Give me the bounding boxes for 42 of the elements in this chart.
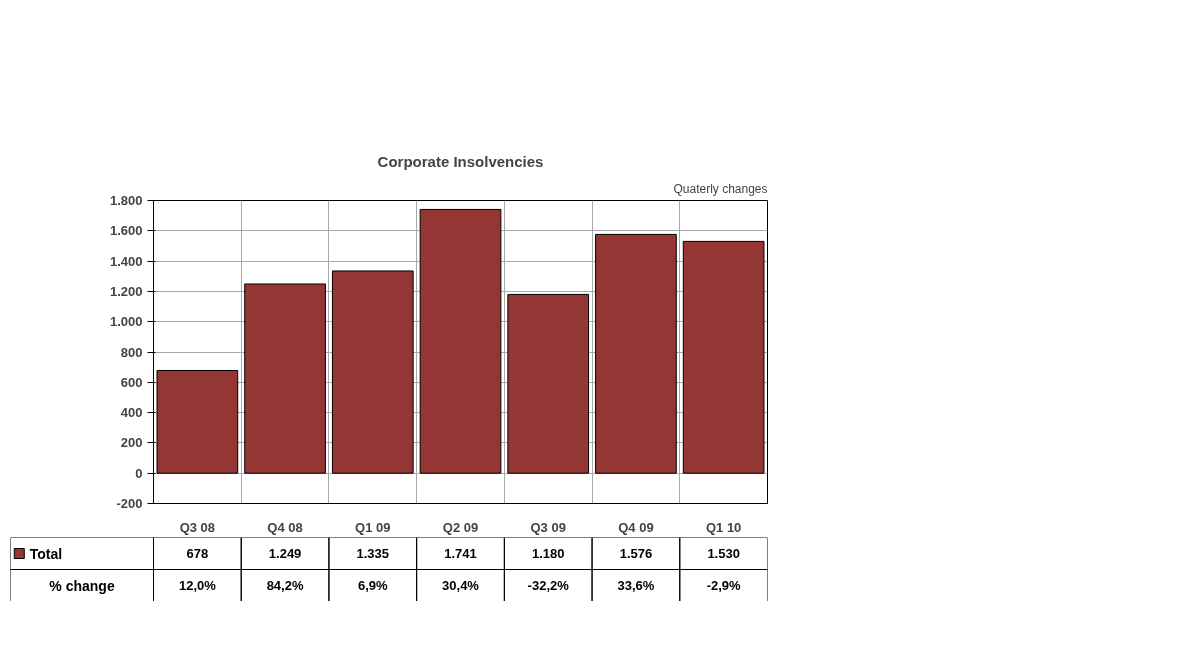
x-tick-label: Q4 08 [267, 519, 303, 535]
bar [682, 240, 765, 474]
data-label: 1.180 [531, 546, 565, 561]
x-tick-label: Q2 09 [442, 519, 479, 535]
data-label: 1.335 [356, 546, 390, 561]
y-tick-label: -200 [116, 496, 143, 511]
bar [244, 283, 326, 474]
x-tick-label: Q1 09 [355, 519, 391, 535]
text: 84,2% [266, 578, 304, 593]
data-label: 1.576 [619, 546, 653, 561]
data-label: 1.741 [444, 546, 477, 561]
text: % change [49, 577, 115, 594]
data-label: 1.249 [268, 546, 302, 561]
bar [507, 293, 590, 474]
y-tick-label: 1.000 [109, 314, 143, 330]
y-tick-label: 1.800 [109, 193, 143, 208]
y-tick-label: 400 [120, 405, 143, 421]
x-tick-label: Q4 09 [618, 519, 654, 535]
y-tick-label: 1.600 [109, 223, 143, 239]
y-tick-label: 600 [120, 374, 143, 390]
y-tick-label: 0 [135, 465, 143, 481]
data-label: 678 [186, 546, 209, 561]
legend-label: Total [29, 545, 63, 562]
x-tick-label: Q3 09 [530, 519, 566, 535]
text: 33,6% [617, 578, 655, 593]
text: -32,2% [527, 578, 570, 593]
text: 12,0% [178, 578, 217, 593]
y-tick-label: 200 [120, 435, 143, 451]
y-tick-label: 1.400 [109, 253, 143, 269]
bar [419, 208, 502, 474]
y-tick-label: 1.200 [109, 283, 143, 299]
text: 6,9% [357, 578, 389, 593]
text: -2,9% [706, 578, 742, 593]
x-tick-label: Q3 08 [179, 519, 216, 535]
bar [595, 233, 677, 474]
bar [331, 270, 414, 474]
text: 30,4% [442, 578, 480, 593]
data-label: 1.530 [707, 546, 740, 561]
x-tick-label: Q1 10 [705, 519, 742, 535]
y-tick-label: 800 [120, 344, 143, 360]
chart-subtitle: Quaterly changes [673, 181, 768, 196]
chart-title: Corporate Insolvencies [377, 152, 544, 170]
